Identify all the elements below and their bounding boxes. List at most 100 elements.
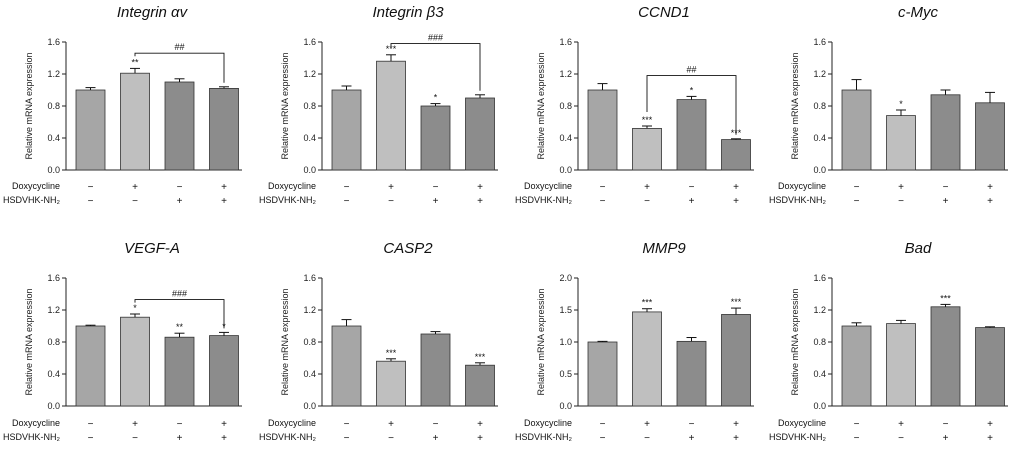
condition-sign: + [898,419,904,430]
y-tick-label: 0.8 [559,101,572,111]
bar [721,314,751,407]
condition-sign: + [943,433,949,444]
y-tick-label: 0.0 [813,165,826,175]
condition-sign: − [943,182,949,193]
significance-label: * [899,99,903,109]
condition-sign: − [644,196,650,207]
condition-sign: − [898,433,904,444]
bar [587,89,618,171]
y-axis-label: Relative mRNA expression [536,52,546,159]
y-tick-label: 0.4 [47,369,60,379]
condition-sign: + [644,419,650,430]
bar [676,99,707,171]
comparison-bracket [134,52,225,83]
y-tick-label: 0.8 [303,101,316,111]
condition-sign: + [987,419,993,430]
y-tick-label: 1.2 [47,305,60,315]
y-tick-label: 1.2 [813,305,826,315]
condition-sign: − [854,419,860,430]
y-tick-label: 0.8 [47,101,60,111]
panel-2: CCND1 Relative mRNA expression 0.0 0.4 0.8 1.… [515,4,754,207]
y-tick-label: 0.0 [47,165,60,175]
condition-sign: − [388,433,394,444]
condition-label: Doxycycline [268,418,316,428]
y-axis-label: Relative mRNA expression [24,288,34,395]
y-tick-label: 1.5 [559,305,572,315]
condition-sign: + [733,196,739,207]
condition-sign: + [987,182,993,193]
significance-label: *** [475,352,486,362]
condition-sign: + [943,196,949,207]
condition-sign: + [477,419,483,430]
bar [632,311,662,407]
y-tick-label: 1.2 [303,305,316,315]
bar [587,341,618,407]
bar [420,333,451,407]
bar [376,360,406,407]
y-tick-label: 1.6 [303,273,316,283]
bar [930,94,961,171]
condition-label: Doxycycline [268,181,316,191]
condition-label: Doxycycline [12,418,60,428]
panel-title: CASP2 [383,240,433,257]
condition-sign: − [854,196,860,207]
condition-sign: + [177,196,183,207]
y-tick-label: 0.4 [813,369,826,379]
bar [331,89,362,171]
significance-label: * [133,303,137,313]
condition-label: HSDVHK-NH₂ [3,195,61,205]
condition-label: HSDVHK-NH₂ [3,432,61,442]
y-tick-label: 1.2 [47,69,60,79]
panel-title: VEGF-A [124,240,180,257]
condition-label: Doxycycline [524,181,572,191]
bar [841,325,872,407]
y-tick-label: 1.6 [303,37,316,47]
condition-label: HSDVHK-NH₂ [515,432,573,442]
condition-sign: − [943,419,949,430]
y-tick-label: 0.0 [559,401,572,411]
panel-5: CASP2 Relative mRNA expression 0.0 0.4 0.8 1.… [259,240,498,444]
y-tick-label: 1.0 [559,337,572,347]
condition-sign: + [221,196,227,207]
y-tick-label: 0.4 [813,133,826,143]
y-tick-label: 1.6 [47,273,60,283]
bar [465,364,495,407]
condition-sign: + [433,196,439,207]
bracket-label: ## [174,42,184,52]
y-tick-label: 0.0 [813,401,826,411]
condition-sign: − [344,196,350,207]
bar [465,97,495,171]
bar [75,89,106,171]
comparison-bracket [646,75,737,135]
bar [632,127,662,171]
condition-sign: + [477,182,483,193]
condition-sign: + [987,196,993,207]
panel-1: Integrin β3 Relative mRNA expression 0.0 0.… [259,4,498,207]
condition-sign: − [177,182,183,193]
condition-sign: − [88,182,94,193]
y-axis-label: Relative mRNA expression [536,288,546,395]
condition-sign: − [344,433,350,444]
condition-sign: + [689,196,695,207]
y-tick-label: 1.6 [47,37,60,47]
y-axis-label: Relative mRNA expression [24,52,34,159]
y-axis-label: Relative mRNA expression [280,288,290,395]
y-tick-label: 1.2 [813,69,826,79]
y-tick-label: 0.0 [303,165,316,175]
panel-title: Integrin β3 [372,4,444,21]
condition-sign: + [132,182,138,193]
bracket-label: ## [686,65,696,75]
y-tick-label: 0.8 [813,337,826,347]
condition-label: Doxycycline [778,181,826,191]
condition-label: HSDVHK-NH₂ [259,432,317,442]
bar [75,325,106,407]
bar [209,335,239,407]
condition-sign: − [88,196,94,207]
condition-sign: − [600,182,606,193]
condition-label: HSDVHK-NH₂ [259,195,317,205]
panel-4: VEGF-A Relative mRNA expression 0.0 0.4 0.8 1… [3,240,242,444]
panel-title: MMP9 [642,240,686,257]
y-axis-label: Relative mRNA expression [790,52,800,159]
condition-label: Doxycycline [12,181,60,191]
significance-label: *** [731,297,742,307]
